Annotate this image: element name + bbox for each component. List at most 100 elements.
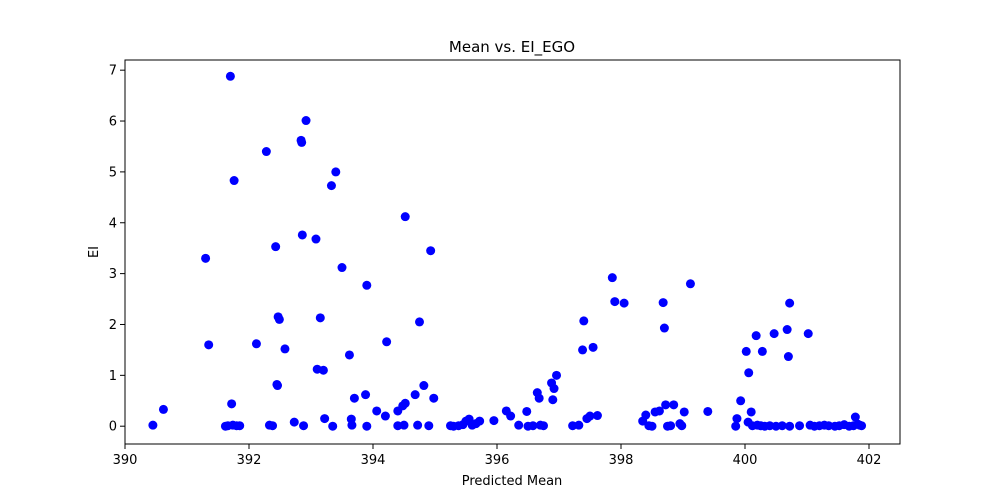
data-point xyxy=(578,345,588,355)
data-point xyxy=(400,212,410,222)
data-point xyxy=(301,116,311,126)
data-point xyxy=(326,181,336,191)
data-point xyxy=(658,298,668,308)
data-point xyxy=(552,370,562,380)
data-point xyxy=(347,420,357,430)
y-tick-label: 0 xyxy=(109,420,117,435)
data-point xyxy=(647,421,657,431)
data-point xyxy=(782,325,792,335)
x-tick-label: 394 xyxy=(361,453,386,468)
data-point xyxy=(349,393,359,403)
data-point xyxy=(736,396,746,406)
data-point xyxy=(273,381,283,391)
plot-points xyxy=(148,71,867,431)
data-point xyxy=(400,398,410,408)
data-point xyxy=(549,384,559,394)
data-point xyxy=(315,313,325,323)
data-point xyxy=(225,71,235,81)
data-point xyxy=(783,352,793,362)
data-point xyxy=(362,280,372,290)
data-point xyxy=(588,342,598,352)
y-tick-label: 2 xyxy=(109,318,117,333)
data-point xyxy=(777,421,787,431)
y-tick-label: 3 xyxy=(109,267,117,282)
data-point xyxy=(669,400,679,410)
y-tick-label: 1 xyxy=(109,369,117,384)
data-point xyxy=(297,230,307,240)
x-tick-label: 398 xyxy=(609,453,634,468)
data-point xyxy=(297,137,307,147)
data-point xyxy=(475,416,485,426)
data-point xyxy=(331,167,341,177)
data-point xyxy=(741,346,751,356)
data-point xyxy=(703,406,713,416)
data-point xyxy=(415,317,424,327)
data-point xyxy=(534,393,544,403)
data-point xyxy=(328,421,338,431)
data-point xyxy=(506,411,516,421)
data-point xyxy=(413,420,423,430)
data-point xyxy=(785,298,795,308)
data-point xyxy=(666,421,676,431)
data-point xyxy=(361,390,371,400)
y-tick-label: 4 xyxy=(109,216,117,231)
data-point xyxy=(677,421,687,431)
data-point xyxy=(757,346,767,356)
data-point xyxy=(399,420,409,430)
data-point xyxy=(410,390,420,400)
data-point xyxy=(337,263,347,273)
data-point xyxy=(429,393,439,403)
data-point xyxy=(746,407,756,417)
data-point xyxy=(372,406,382,416)
x-tick-label: 402 xyxy=(857,453,882,468)
plot-frame xyxy=(124,59,901,445)
x-tick-label: 390 xyxy=(113,453,138,468)
data-point xyxy=(641,410,651,420)
data-point xyxy=(320,414,330,424)
x-axis-label: Predicted Mean xyxy=(462,474,563,489)
data-point xyxy=(661,400,671,410)
data-point xyxy=(380,411,390,421)
data-point xyxy=(850,412,860,422)
chart-title: Mean vs. EI_EGO xyxy=(449,38,575,57)
data-point xyxy=(489,416,499,426)
data-point xyxy=(574,420,584,430)
data-point xyxy=(235,421,245,431)
data-point xyxy=(158,404,168,414)
data-point xyxy=(654,406,664,416)
data-point xyxy=(659,323,669,333)
data-point xyxy=(539,421,548,431)
data-point xyxy=(585,411,595,421)
y-axis-ticks: 0 1 2 3 4 5 6 7 xyxy=(109,64,125,435)
data-point xyxy=(299,421,309,431)
data-point xyxy=(419,381,429,391)
y-tick-label: 6 xyxy=(109,115,117,130)
data-point xyxy=(271,242,281,252)
data-point xyxy=(514,420,524,430)
data-point xyxy=(522,406,532,416)
x-tick-label: 400 xyxy=(733,453,758,468)
data-point xyxy=(548,395,558,405)
y-axis-label: EI xyxy=(87,246,102,258)
x-tick-label: 392 xyxy=(237,453,262,468)
data-point xyxy=(227,399,237,409)
data-point xyxy=(289,417,299,427)
data-point xyxy=(610,297,620,307)
data-point xyxy=(280,344,290,354)
data-point xyxy=(251,339,261,349)
data-point xyxy=(311,234,321,244)
data-point xyxy=(592,411,602,421)
data-point xyxy=(619,298,629,308)
data-point xyxy=(579,316,589,326)
data-point xyxy=(268,421,278,431)
data-point xyxy=(769,329,779,339)
y-tick-label: 5 xyxy=(109,165,117,180)
data-point xyxy=(744,368,754,378)
data-point xyxy=(201,253,211,263)
data-point xyxy=(785,421,795,431)
x-axis-ticks: 390 392 394 396 398 400 402 xyxy=(113,444,882,468)
data-point xyxy=(528,421,538,431)
data-point xyxy=(751,331,761,341)
data-point xyxy=(732,414,742,424)
data-point xyxy=(424,421,434,431)
